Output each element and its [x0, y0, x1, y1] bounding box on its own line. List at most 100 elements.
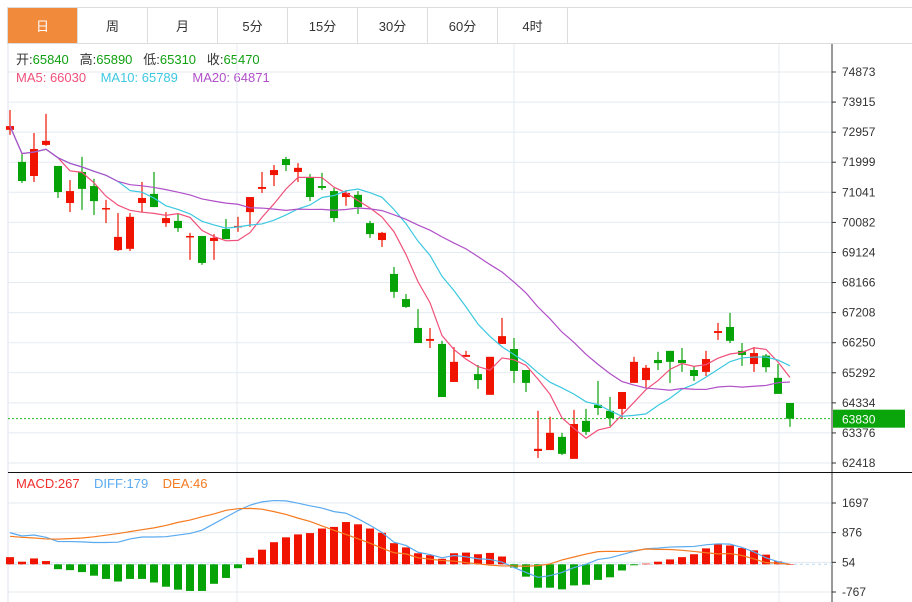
tab-7[interactable]: 4时 — [498, 8, 568, 43]
candle — [606, 397, 614, 426]
macd-bar — [306, 533, 314, 565]
macd-bar — [486, 552, 494, 565]
candle — [558, 432, 566, 456]
tab-1[interactable]: 周 — [78, 8, 148, 43]
candle — [654, 351, 662, 371]
candle — [546, 416, 554, 451]
macd-bar — [174, 564, 182, 590]
candle-body — [330, 191, 338, 219]
candle — [282, 156, 290, 171]
candle-body — [642, 367, 650, 381]
macd-bar — [690, 554, 698, 565]
macd-readout: MACD:267 DIFF:179 DEA:46 — [16, 476, 207, 491]
price-tick-label: 64334 — [842, 396, 876, 410]
macd-bar — [594, 564, 602, 580]
current-price-tag — [833, 409, 905, 428]
high-label: 高: — [79, 52, 97, 67]
candle-body — [630, 361, 638, 383]
candle-body — [270, 170, 278, 176]
tab-6[interactable]: 60分 — [428, 8, 498, 43]
candle — [150, 171, 158, 208]
candle — [90, 178, 98, 215]
tab-3[interactable]: 5分 — [218, 8, 288, 43]
candle-body — [138, 197, 146, 204]
macd-bar — [738, 548, 746, 565]
candle — [294, 163, 302, 182]
candle — [246, 197, 254, 227]
candle — [450, 347, 458, 382]
ma20-value: MA20: 64871 — [192, 70, 270, 85]
diff-value: DIFF:179 — [94, 476, 149, 491]
macd-bar — [282, 537, 290, 565]
candle — [114, 213, 122, 252]
candle-body — [438, 343, 446, 398]
candle-body — [246, 197, 254, 213]
candle-body — [618, 391, 626, 409]
candle — [390, 267, 398, 298]
candle-body — [150, 193, 158, 208]
candle-body — [126, 216, 134, 249]
candle — [522, 370, 530, 392]
candle — [426, 327, 434, 349]
candle — [138, 181, 146, 213]
candle — [174, 213, 182, 232]
candle — [222, 219, 230, 240]
ma10-value: MA10: 65789 — [100, 70, 178, 85]
candle-body — [378, 232, 386, 241]
candle — [786, 402, 794, 427]
macd-bar — [702, 548, 710, 565]
candle-body — [294, 167, 302, 172]
candle — [330, 187, 338, 222]
tab-5[interactable]: 30分 — [358, 8, 428, 43]
candle — [402, 294, 410, 308]
dea-value: DEA:46 — [162, 476, 208, 491]
macd-bar — [606, 564, 614, 578]
candle-body — [42, 140, 50, 145]
candle-body — [582, 420, 590, 432]
candle-body — [402, 299, 410, 307]
candle-body — [450, 361, 458, 382]
macd-bar — [102, 564, 110, 579]
macd-bar — [234, 564, 242, 569]
candle — [774, 364, 782, 394]
price-tick-label: 70082 — [842, 215, 876, 229]
macd-bar — [678, 557, 686, 565]
macd-bar — [462, 552, 470, 565]
tab-0[interactable]: 日 — [8, 8, 78, 43]
macd-bar — [6, 557, 14, 565]
candle — [198, 235, 206, 265]
ohlc-readout: 开:65840 高:65890 低:65310 收:65470 — [16, 49, 260, 68]
candle — [210, 234, 218, 260]
macd-bar — [450, 553, 458, 565]
price-tick-label: 71041 — [842, 185, 876, 199]
macd-bar — [366, 528, 374, 565]
candle — [438, 340, 446, 398]
macd-bar — [642, 563, 650, 565]
close-label: 收: — [206, 52, 224, 67]
tab-2[interactable]: 月 — [148, 8, 218, 43]
tab-4[interactable]: 15分 — [288, 8, 358, 43]
macd-bar — [210, 564, 218, 584]
low-value: 65310 — [159, 52, 197, 67]
candle — [666, 350, 674, 383]
candle — [318, 172, 326, 191]
macd-bar — [54, 564, 62, 570]
candle-body — [606, 410, 614, 419]
candle-body — [522, 370, 530, 383]
candle — [738, 343, 746, 366]
macd-bar — [630, 564, 638, 566]
ma5-value: MA5: 66030 — [16, 70, 87, 85]
current-price-label: 63830 — [842, 413, 876, 427]
macd-bar — [654, 561, 662, 565]
macd-bar — [342, 522, 350, 565]
price-tick-label: 68166 — [842, 276, 876, 290]
macd-bar — [522, 564, 530, 577]
candle-body — [678, 359, 686, 364]
candle — [270, 165, 278, 187]
macd-bar — [438, 558, 446, 565]
price-tick-label: 66250 — [842, 336, 876, 350]
candle — [234, 216, 242, 232]
candle-body — [474, 374, 482, 381]
candle-body — [414, 327, 422, 344]
